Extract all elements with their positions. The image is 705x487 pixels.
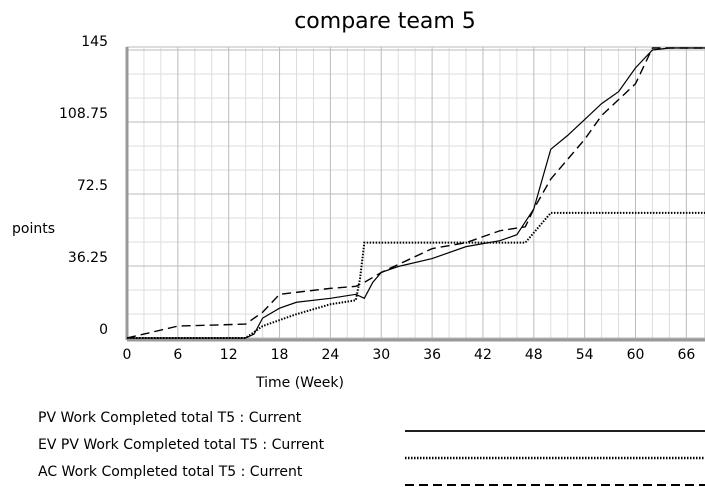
x-tick-label: 30 [372, 347, 390, 363]
x-tick-label: 42 [474, 347, 492, 363]
x-axis-label: Time (Week) [255, 375, 344, 391]
y-axis-label: points [12, 221, 55, 237]
series-line [127, 47, 705, 339]
x-tick-label: 66 [677, 347, 695, 363]
x-tick-label: 12 [220, 347, 238, 363]
x-tick-label: 36 [423, 347, 441, 363]
y-tick-label: 72.5 [77, 178, 108, 194]
x-tick-label: 24 [321, 347, 339, 363]
legend-label: EV PV Work Completed total T5 : Current [38, 437, 325, 453]
y-tick-label: 0 [99, 322, 108, 338]
series-line [127, 211, 705, 340]
y-tick-label: 108.75 [59, 106, 108, 122]
legend-label: PV Work Completed total T5 : Current [38, 410, 302, 426]
y-tick-label: 145 [81, 34, 108, 50]
x-tick-label: 48 [525, 347, 543, 363]
x-tick-label: 18 [271, 347, 289, 363]
x-tick-label: 60 [627, 347, 645, 363]
y-tick-label: 36.25 [68, 250, 108, 266]
legend-label: AC Work Completed total T5 : Current [38, 464, 303, 480]
x-tick-label: 6 [173, 347, 182, 363]
x-tick-label: 0 [123, 347, 132, 363]
chart-title: compare team 5 [294, 9, 476, 34]
x-tick-label: 54 [576, 347, 594, 363]
series-line [126, 47, 705, 339]
